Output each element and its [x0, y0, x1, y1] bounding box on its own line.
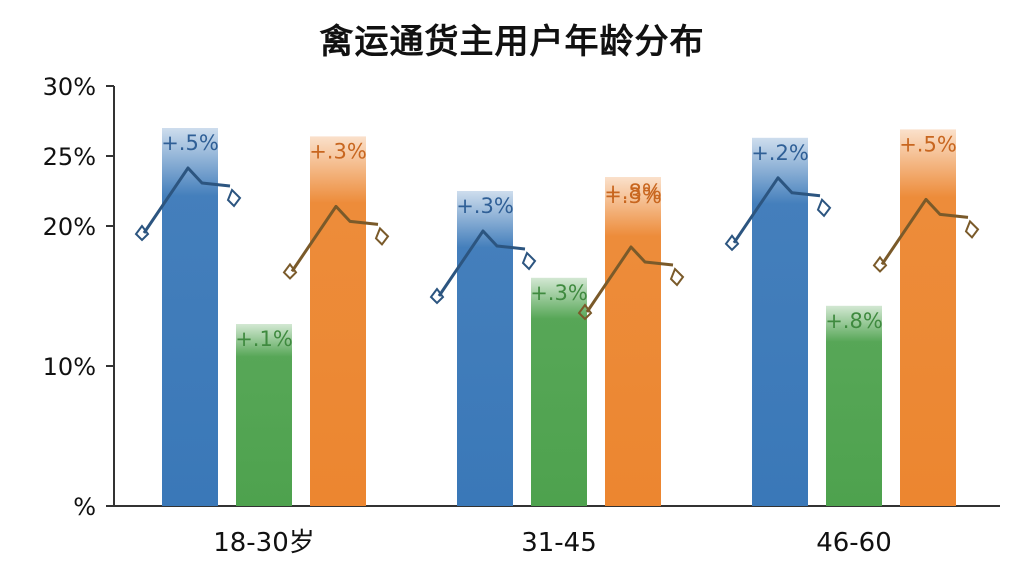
data-label: +.1%	[235, 327, 293, 351]
category-label: 46-60	[816, 528, 892, 558]
trend-start-marker	[134, 224, 150, 242]
bar	[457, 191, 513, 506]
trend-line-orange	[585, 245, 674, 313]
category-label: 31-45	[521, 528, 597, 558]
data-label: +.2%	[751, 141, 809, 165]
bar	[752, 137, 808, 507]
data-label: +.5%	[899, 132, 957, 156]
bar	[605, 177, 661, 506]
data-label: +.8%	[825, 309, 883, 333]
y-tick-label: 10%	[43, 353, 96, 381]
y-tick-label: 30%	[43, 73, 96, 101]
trend-line-blue	[437, 229, 526, 297]
y-tick-label: %	[73, 493, 96, 521]
trend-start-marker	[724, 234, 740, 252]
bar	[900, 129, 956, 506]
data-label: +.3%	[604, 184, 662, 208]
data-label: +.8%	[604, 180, 662, 204]
trend-line-orange	[290, 204, 379, 273]
bar	[236, 324, 292, 506]
trend-start-marker	[429, 287, 445, 305]
trend-line-orange	[880, 197, 969, 266]
bar	[310, 136, 366, 506]
trend-start-marker	[872, 255, 888, 273]
y-tick-label: 20%	[43, 213, 96, 241]
trend-end-marker	[374, 226, 390, 246]
data-label: +.3%	[456, 194, 514, 218]
trend-start-marker	[577, 303, 593, 321]
y-tick-label: 25%	[43, 143, 96, 171]
trend-line-blue	[732, 176, 821, 244]
bar	[826, 305, 882, 506]
data-label: +.5%	[161, 131, 219, 155]
trend-start-marker	[282, 262, 298, 280]
chart-title: 禽运通货主用户年龄分布	[319, 22, 705, 62]
trend-end-marker	[226, 188, 242, 208]
trend-end-marker	[964, 219, 980, 239]
trend-end-marker	[521, 251, 537, 271]
trend-line-blue	[142, 166, 231, 234]
category-label: 18-30岁	[213, 528, 315, 558]
data-label: +.3%	[309, 139, 367, 163]
data-label: +.3%	[530, 281, 588, 305]
trend-end-marker	[816, 198, 832, 218]
trend-end-marker	[669, 267, 685, 287]
bar	[531, 277, 587, 506]
